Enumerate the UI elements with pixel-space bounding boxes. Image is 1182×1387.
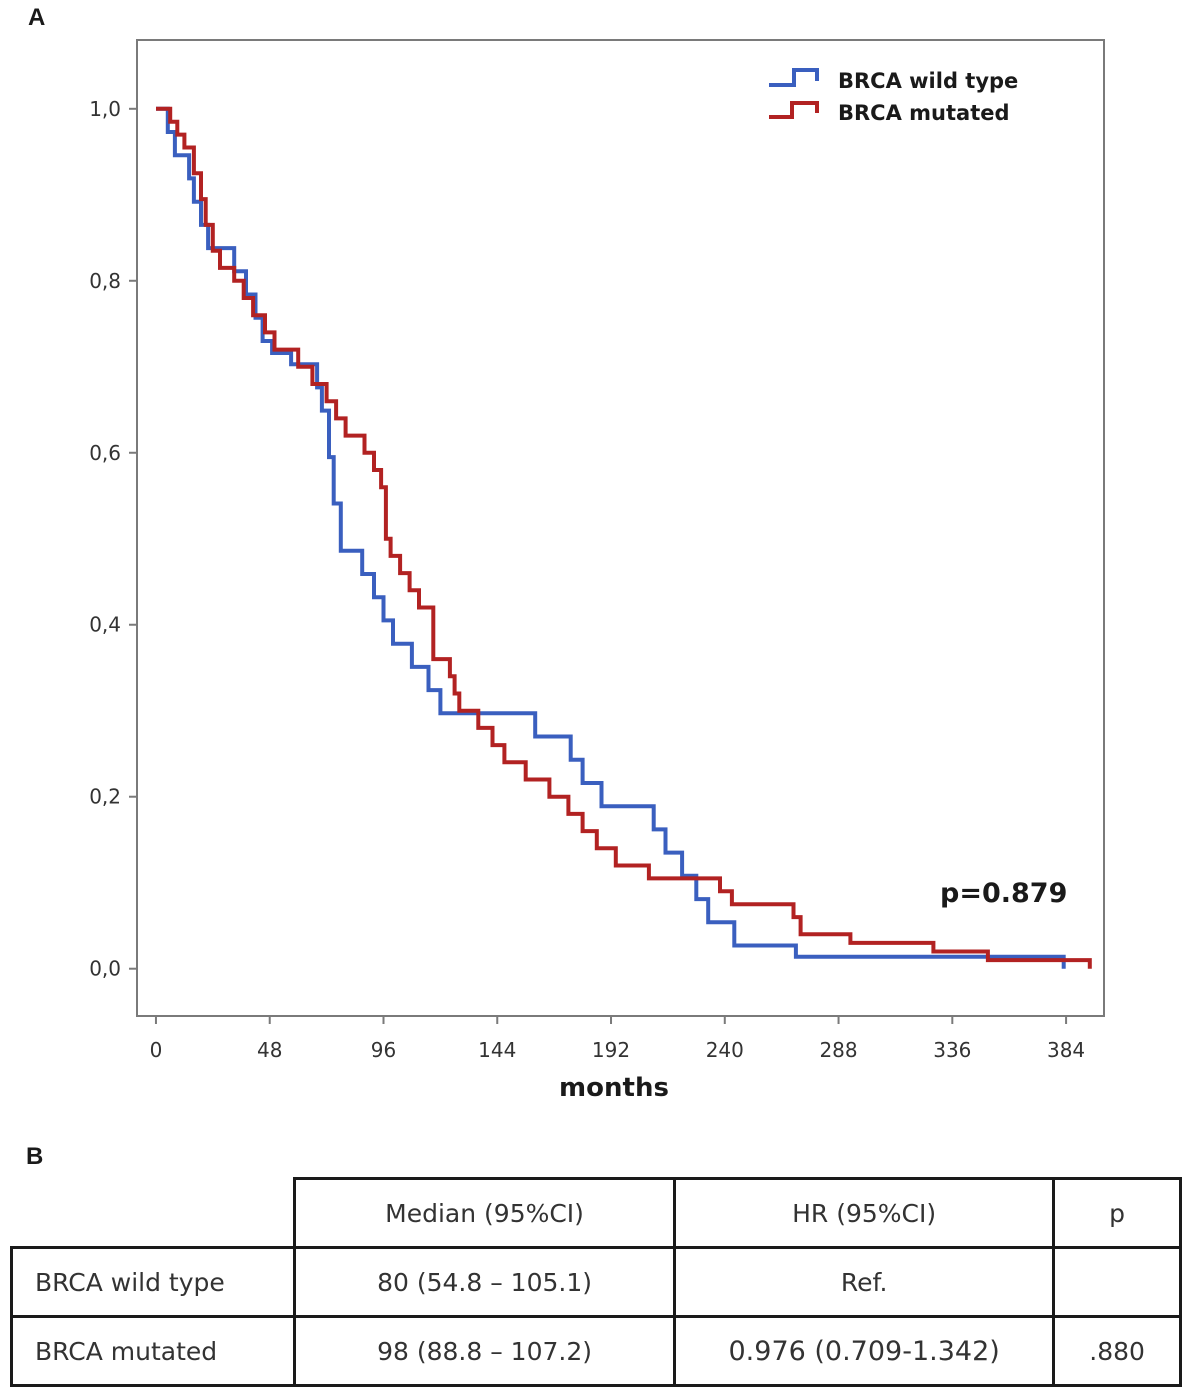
y-tick-label: 0,4 [89, 613, 121, 637]
x-tick-label: 192 [592, 1038, 630, 1062]
plot-frame [136, 39, 1105, 1017]
x-tick-label: 240 [706, 1038, 744, 1062]
legend: BRCA wild type BRCA mutated [769, 68, 1018, 125]
legend-label-wild-type: BRCA wild type [838, 69, 1018, 93]
legend-label-mutated: BRCA mutated [838, 101, 1010, 125]
table-header-blank [11, 1178, 296, 1249]
y-tick-label: 0,2 [89, 785, 121, 809]
table-header-row: Median (95%CI) HR (95%CI) p [11, 1177, 1182, 1249]
y-tick-label: 0,0 [89, 957, 121, 981]
row-median-wild-type: 80 (54.8 – 105.1) [292, 1246, 677, 1318]
x-tick-label: 144 [478, 1038, 516, 1062]
row-median-mutated: 98 (88.8 – 107.2) [292, 1315, 677, 1387]
row-hr-wild-type: Ref. [673, 1246, 1056, 1318]
x-tick-label: 48 [257, 1038, 282, 1062]
table-header-p: p [1052, 1177, 1182, 1249]
y-tick-label: 0,8 [89, 269, 121, 293]
legend-swatch-mutated [769, 101, 819, 119]
mutated-curve [156, 106, 1092, 969]
x-tick-label: 288 [819, 1038, 857, 1062]
row-p-mutated: .880 [1052, 1315, 1182, 1387]
x-tick-label: 384 [1047, 1038, 1085, 1062]
y-axis: 0,0 0,2 0,4 0,6 0,8 1,0 [89, 97, 137, 981]
survival-chart: 0 48 96 144 192 240 288 336 384 0,0 0,2 0,4 0,6 0,8 1… [89, 39, 1105, 1103]
curves [156, 106, 1092, 969]
panel-b-label: B [26, 1143, 44, 1170]
results-table: Median (95%CI) HR (95%CI) p BRCA wild ty… [10, 1177, 1182, 1387]
table-header-hr: HR (95%CI) [673, 1177, 1056, 1249]
row-group-wild-type: BRCA wild type [10, 1246, 296, 1318]
table-row: BRCA wild type 80 (54.8 – 105.1) Ref. [10, 1246, 1182, 1318]
table-row: BRCA mutated 98 (88.8 – 107.2) 0.976 (0.… [10, 1315, 1182, 1387]
panel-a-label: A [28, 4, 46, 31]
x-axis: 0 48 96 144 192 240 288 336 384 [150, 1016, 1085, 1062]
x-tick-label: 96 [371, 1038, 396, 1062]
row-p-wild-type [1052, 1246, 1182, 1318]
table-header-median: Median (95%CI) [292, 1177, 677, 1249]
row-hr-mutated: 0.976 (0.709-1.342) [673, 1315, 1056, 1387]
x-axis-title: months [559, 1073, 669, 1103]
row-group-mutated: BRCA mutated [10, 1315, 296, 1387]
wild-type-curve [156, 106, 1066, 969]
legend-swatch-wild-type [769, 68, 819, 87]
y-tick-label: 1,0 [89, 97, 121, 121]
y-tick-label: 0,6 [89, 441, 121, 465]
x-tick-label: 336 [933, 1038, 971, 1062]
x-tick-label: 0 [150, 1038, 163, 1062]
p-value-annotation: p=0.879 [940, 878, 1067, 909]
